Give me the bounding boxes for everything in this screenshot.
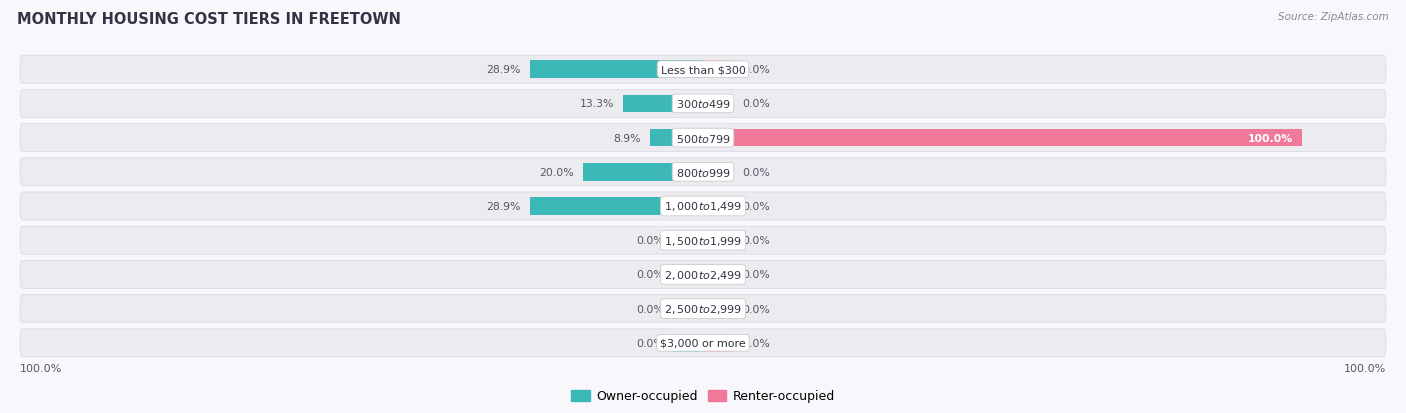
FancyBboxPatch shape: [20, 261, 1386, 289]
Text: 100.0%: 100.0%: [1249, 133, 1294, 143]
Bar: [673, 232, 703, 249]
Text: 0.0%: 0.0%: [637, 338, 664, 348]
Text: 100.0%: 100.0%: [1344, 363, 1386, 373]
Text: 0.0%: 0.0%: [742, 270, 769, 280]
Text: $800 to $999: $800 to $999: [675, 166, 731, 178]
Bar: [703, 232, 733, 249]
Text: MONTHLY HOUSING COST TIERS IN FREETOWN: MONTHLY HOUSING COST TIERS IN FREETOWN: [17, 12, 401, 27]
Bar: [583, 164, 703, 181]
Text: $1,000 to $1,499: $1,000 to $1,499: [664, 200, 742, 213]
Text: 0.0%: 0.0%: [637, 270, 664, 280]
Bar: [673, 266, 703, 284]
Bar: [673, 300, 703, 318]
Text: 13.3%: 13.3%: [579, 99, 614, 109]
Text: $1,500 to $1,999: $1,500 to $1,999: [664, 234, 742, 247]
Bar: [703, 164, 733, 181]
Text: 0.0%: 0.0%: [637, 236, 664, 246]
FancyBboxPatch shape: [20, 90, 1386, 118]
FancyBboxPatch shape: [20, 329, 1386, 357]
Bar: [623, 95, 703, 113]
FancyBboxPatch shape: [20, 192, 1386, 221]
Text: 0.0%: 0.0%: [637, 304, 664, 314]
Text: $2,000 to $2,499: $2,000 to $2,499: [664, 268, 742, 281]
Bar: [530, 61, 703, 79]
Bar: [703, 300, 733, 318]
Text: 8.9%: 8.9%: [613, 133, 641, 143]
Text: $300 to $499: $300 to $499: [675, 98, 731, 110]
Bar: [703, 95, 733, 113]
Text: $500 to $799: $500 to $799: [675, 132, 731, 144]
Bar: [530, 198, 703, 215]
Text: 28.9%: 28.9%: [486, 65, 520, 75]
FancyBboxPatch shape: [20, 56, 1386, 84]
Text: 0.0%: 0.0%: [742, 304, 769, 314]
Text: 28.9%: 28.9%: [486, 202, 520, 211]
Bar: [673, 334, 703, 352]
Text: 0.0%: 0.0%: [742, 202, 769, 211]
FancyBboxPatch shape: [20, 227, 1386, 254]
Text: 0.0%: 0.0%: [742, 99, 769, 109]
Text: 0.0%: 0.0%: [742, 236, 769, 246]
Text: $3,000 or more: $3,000 or more: [661, 338, 745, 348]
Text: 0.0%: 0.0%: [742, 167, 769, 177]
Text: 100.0%: 100.0%: [20, 363, 62, 373]
Text: 0.0%: 0.0%: [742, 338, 769, 348]
Text: Less than $300: Less than $300: [661, 65, 745, 75]
Bar: [703, 198, 733, 215]
Text: 20.0%: 20.0%: [540, 167, 574, 177]
FancyBboxPatch shape: [20, 124, 1386, 152]
Bar: [703, 61, 733, 79]
Text: 0.0%: 0.0%: [742, 65, 769, 75]
Text: Source: ZipAtlas.com: Source: ZipAtlas.com: [1278, 12, 1389, 22]
FancyBboxPatch shape: [20, 295, 1386, 323]
Bar: [703, 334, 733, 352]
Bar: [703, 266, 733, 284]
Bar: [703, 129, 1302, 147]
Text: $2,500 to $2,999: $2,500 to $2,999: [664, 302, 742, 316]
Legend: Owner-occupied, Renter-occupied: Owner-occupied, Renter-occupied: [567, 385, 839, 408]
FancyBboxPatch shape: [20, 159, 1386, 186]
Bar: [650, 129, 703, 147]
